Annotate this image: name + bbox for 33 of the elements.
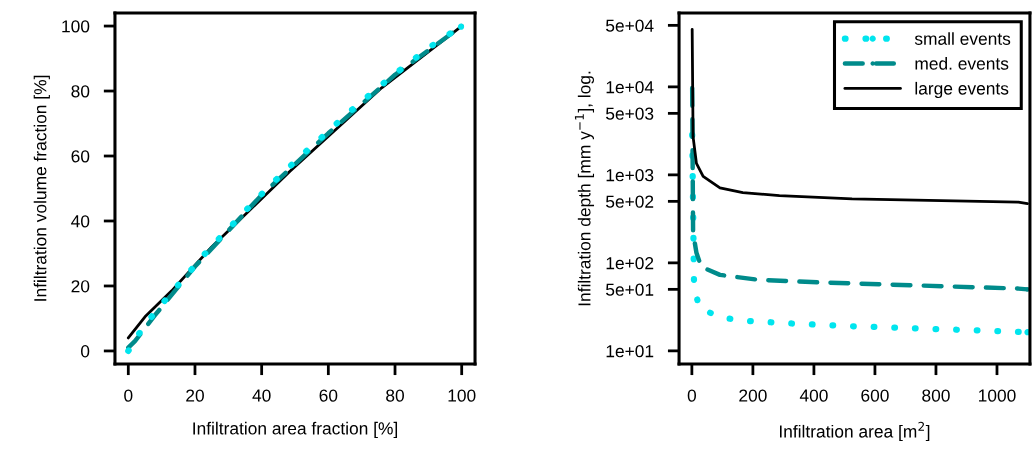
x-tick-label: 200 bbox=[739, 389, 767, 402]
y-tick-label: 5e+04 bbox=[605, 19, 654, 32]
x-tick-label: 400 bbox=[799, 389, 828, 402]
y-tick-label: 1e+02 bbox=[606, 257, 654, 270]
y-tick-label: 1e+01 bbox=[606, 345, 654, 358]
x-tick-label: 40 bbox=[252, 389, 271, 402]
y-tick-label: 40 bbox=[71, 215, 90, 228]
y-tick-label: 5e+02 bbox=[605, 195, 654, 208]
legend-label: small events bbox=[914, 32, 1011, 45]
x-tick-label: 60 bbox=[319, 389, 338, 402]
x-axis-title: Infiltration area fraction [%] bbox=[193, 421, 398, 438]
y-tick-label: 20 bbox=[71, 280, 90, 293]
y-axis-title: Infiltration depth [mm y$^{−1}$], log. bbox=[574, 71, 595, 306]
x-tick-label: 80 bbox=[386, 389, 404, 402]
legend-label: med. events bbox=[915, 57, 1009, 70]
y-tick-label: 5e+03 bbox=[605, 107, 654, 120]
y-tick-label: 100 bbox=[62, 20, 90, 33]
x-tick-label: 1000 bbox=[979, 389, 1016, 402]
y-tick-label: 80 bbox=[71, 85, 90, 98]
legend-label: large events bbox=[915, 81, 1009, 99]
x-tick-label: 0 bbox=[687, 389, 697, 402]
x-axis-title: Infiltration area [m$^{2}$] bbox=[779, 421, 930, 442]
x-tick-label: 20 bbox=[186, 389, 204, 402]
x-tick-label: 800 bbox=[922, 389, 950, 402]
y-axis-title: Infiltration volume fraction [%] bbox=[33, 75, 50, 301]
y-tick-label: 1e+04 bbox=[606, 81, 654, 94]
y-tick-label: 5e+01 bbox=[605, 283, 654, 296]
x-tick-label: 0 bbox=[124, 389, 133, 402]
x-tick-label: 600 bbox=[861, 389, 889, 402]
y-tick-label: 0 bbox=[80, 345, 90, 358]
y-tick-label: 60 bbox=[71, 150, 90, 163]
x-tick-label: 100 bbox=[448, 389, 476, 402]
y-tick-label: 1e+03 bbox=[606, 169, 654, 182]
